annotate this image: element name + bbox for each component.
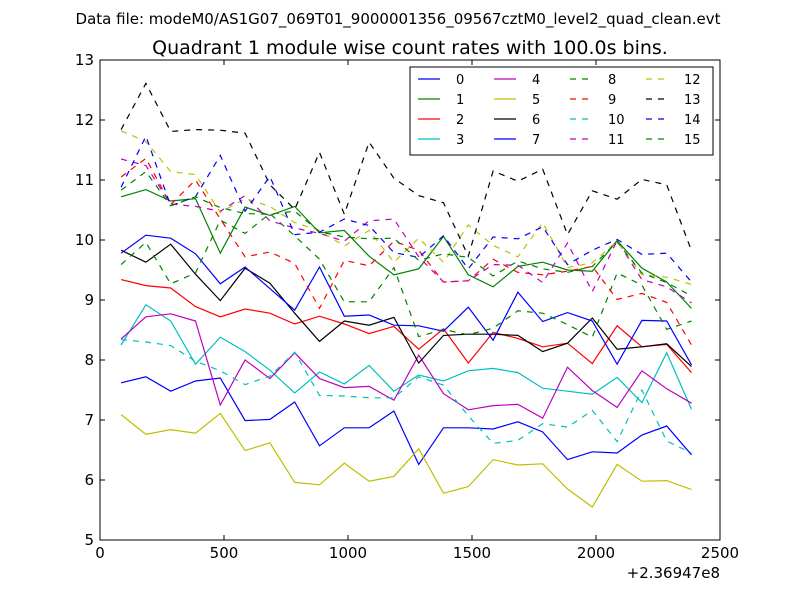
legend-label-4: 4	[532, 73, 540, 88]
series-line-1	[120, 188, 692, 309]
y-tick-label: 9	[84, 291, 94, 309]
y-tick-label: 8	[84, 351, 94, 369]
series-line-14	[120, 134, 692, 283]
legend-label-0: 0	[456, 73, 464, 88]
legend-box	[409, 66, 714, 156]
series-line-6	[120, 243, 692, 368]
series-line-15	[120, 170, 692, 297]
y-tick-label: 13	[75, 51, 94, 69]
x-offset-label: +2.36947e8	[627, 564, 720, 582]
series-line-12	[120, 130, 692, 285]
series-line-4	[120, 313, 692, 420]
series-line-2	[120, 279, 692, 373]
series-layer	[120, 82, 693, 508]
chart-title: Quadrant 1 module wise count rates with …	[152, 37, 668, 59]
y-tick-label: 7	[84, 411, 94, 429]
legend-label-1: 1	[456, 93, 464, 108]
chart-suptitle: Data file: modeM0/AS1G07_069T01_90000013…	[76, 10, 721, 29]
x-tick-label: 500	[210, 544, 239, 562]
x-tick-label: 1000	[329, 544, 367, 562]
legend-label-11: 11	[608, 133, 625, 148]
series-line-5	[120, 412, 692, 508]
legend-label-10: 10	[608, 113, 625, 128]
x-tick-label: 1500	[453, 544, 491, 562]
legend-label-2: 2	[456, 113, 464, 128]
y-tick-label: 12	[75, 111, 94, 129]
legend-label-9: 9	[608, 93, 616, 108]
y-tick-label: 10	[75, 231, 94, 249]
legend-label-8: 8	[608, 73, 616, 88]
legend-label-5: 5	[532, 93, 540, 108]
legend-label-14: 14	[684, 113, 701, 128]
legend-label-7: 7	[532, 133, 540, 148]
legend-label-13: 13	[684, 93, 701, 108]
legend-label-3: 3	[456, 133, 464, 148]
x-tick-label: 2000	[577, 544, 615, 562]
series-line-0	[120, 376, 692, 466]
legend-label-15: 15	[684, 133, 701, 148]
y-tick-label: 6	[84, 471, 94, 489]
y-tick-label: 11	[75, 171, 94, 189]
series-line-7	[120, 234, 693, 366]
series-line-13	[120, 82, 693, 258]
series-line-3	[120, 303, 693, 410]
x-tick-label: 0	[95, 544, 105, 562]
y-tick-label: 5	[84, 531, 94, 549]
x-tick-label: 2500	[701, 544, 739, 562]
series-line-11	[120, 158, 692, 304]
legend-label-12: 12	[684, 73, 701, 88]
series-line-10	[121, 339, 692, 454]
series-line-8	[120, 212, 692, 339]
series-line-9	[120, 157, 693, 346]
legend-label-6: 6	[532, 113, 540, 128]
